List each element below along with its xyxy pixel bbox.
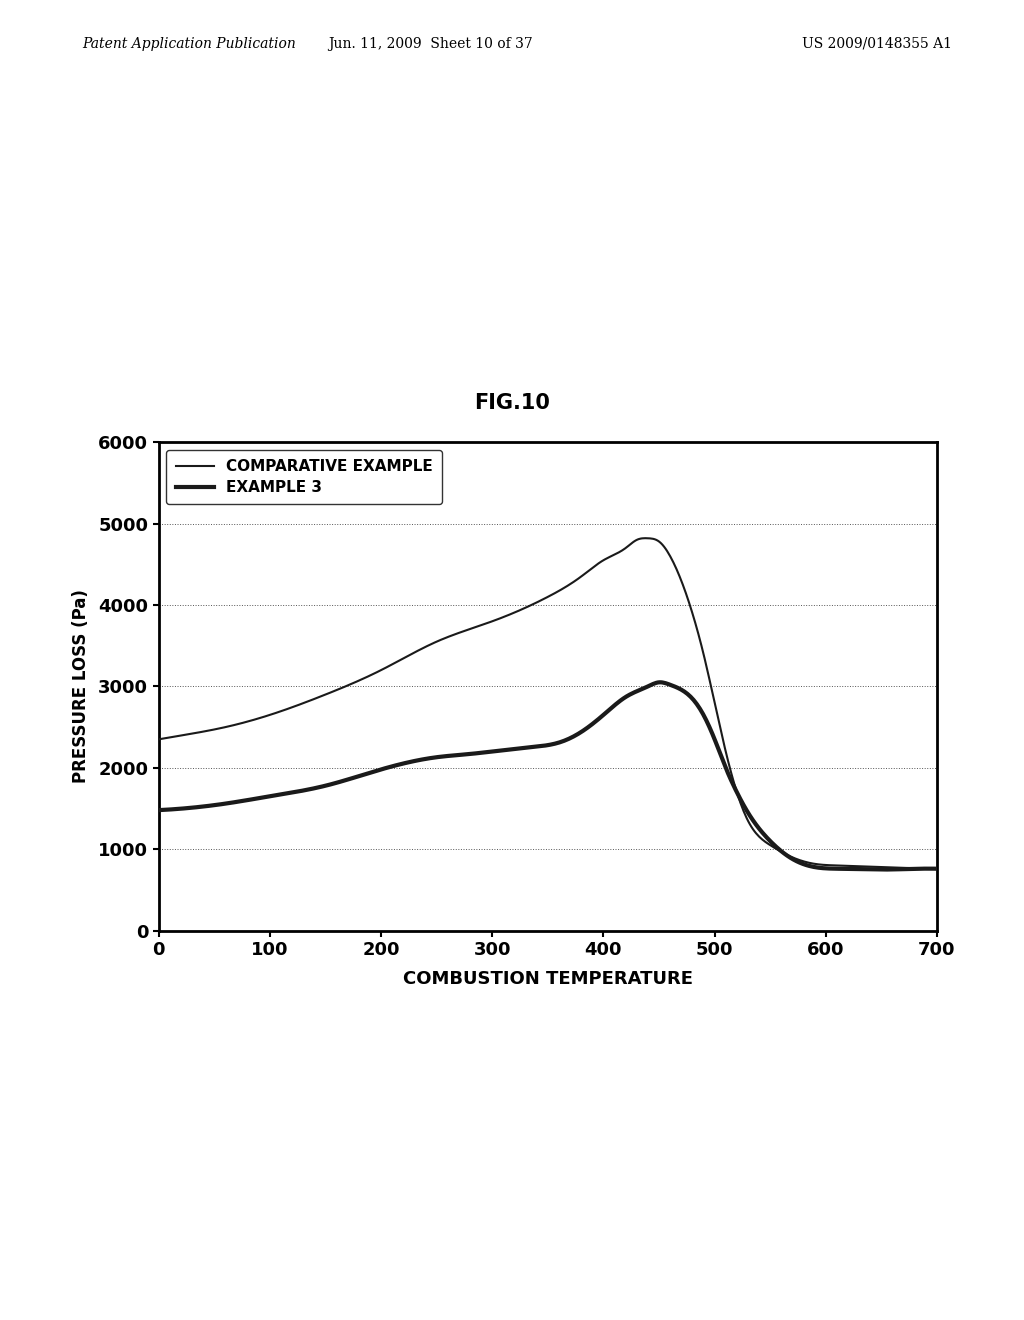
Y-axis label: PRESSURE LOSS (Pa): PRESSURE LOSS (Pa): [72, 590, 90, 783]
Text: Jun. 11, 2009  Sheet 10 of 37: Jun. 11, 2009 Sheet 10 of 37: [328, 37, 532, 51]
Legend: COMPARATIVE EXAMPLE, EXAMPLE 3: COMPARATIVE EXAMPLE, EXAMPLE 3: [166, 450, 442, 504]
X-axis label: COMBUSTION TEMPERATURE: COMBUSTION TEMPERATURE: [402, 970, 693, 989]
Text: FIG.10: FIG.10: [474, 392, 550, 413]
Text: Patent Application Publication: Patent Application Publication: [82, 37, 296, 51]
Text: US 2009/0148355 A1: US 2009/0148355 A1: [803, 37, 952, 51]
